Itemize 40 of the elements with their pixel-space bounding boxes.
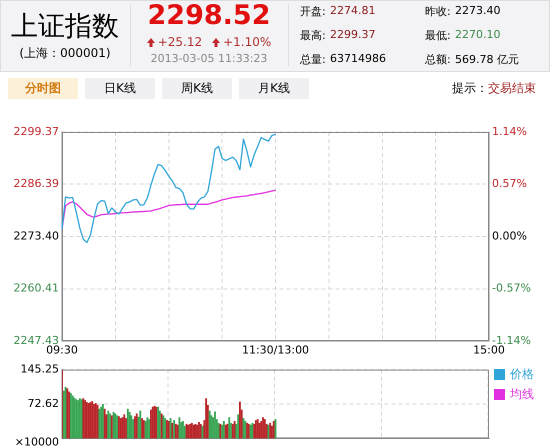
y-tick-label: 2260.41 [14, 282, 59, 295]
text: 2298.52 [146, 0, 272, 31]
text: 日K线 [85, 78, 155, 99]
text: +1.10% [223, 35, 272, 49]
text: 月K线 [239, 78, 309, 99]
text: 昨收: [425, 4, 451, 19]
text: 2270.10 [455, 28, 500, 41]
y2-tick-label: -0.57% [492, 282, 531, 295]
y-tick-label: 2273.40 [14, 229, 59, 242]
y-tick-label: 145.25 [20, 362, 59, 376]
text: 交易结束 [488, 81, 536, 95]
text: 开盘: [300, 4, 326, 19]
text: 分时图 [8, 78, 78, 99]
y-axis-title: ×10000 [14, 435, 59, 448]
text: 2273.40 [455, 4, 500, 17]
y-tick-label: 72.62 [28, 396, 59, 410]
text: 2299.37 [330, 28, 376, 41]
legend-label: 价格 [510, 366, 534, 382]
text: 提示： [452, 81, 488, 95]
text: 63714986 [330, 52, 386, 65]
text: (上海：000001) [18, 45, 112, 62]
text: 2274.81 [330, 4, 376, 17]
text: 2013-03-05 11:33:23 [150, 52, 268, 65]
y2-tick-label: 1.14% [492, 124, 527, 138]
y-tick-label: 2286.39 [14, 177, 59, 190]
x-tick-label: 11:30/13:00 [242, 343, 310, 356]
text: 周K线 [162, 78, 232, 99]
text: 最低: [425, 28, 451, 43]
text: 上证指数 [10, 10, 120, 44]
text: 569.78 亿元 [455, 52, 519, 67]
y2-tick-label: 0.57% [492, 177, 527, 190]
text: 总额: [425, 52, 451, 67]
x-tick-label: 15:00 [473, 343, 505, 356]
legend-label: 均线 [510, 386, 534, 402]
y2-tick-label: 0.00% [492, 229, 527, 242]
text: 总量: [300, 52, 326, 67]
text: 最高: [300, 28, 326, 43]
text: +25.12 [158, 35, 202, 49]
x-tick-label: 09:30 [46, 343, 78, 356]
y-tick-label: 2299.37 [14, 124, 59, 138]
